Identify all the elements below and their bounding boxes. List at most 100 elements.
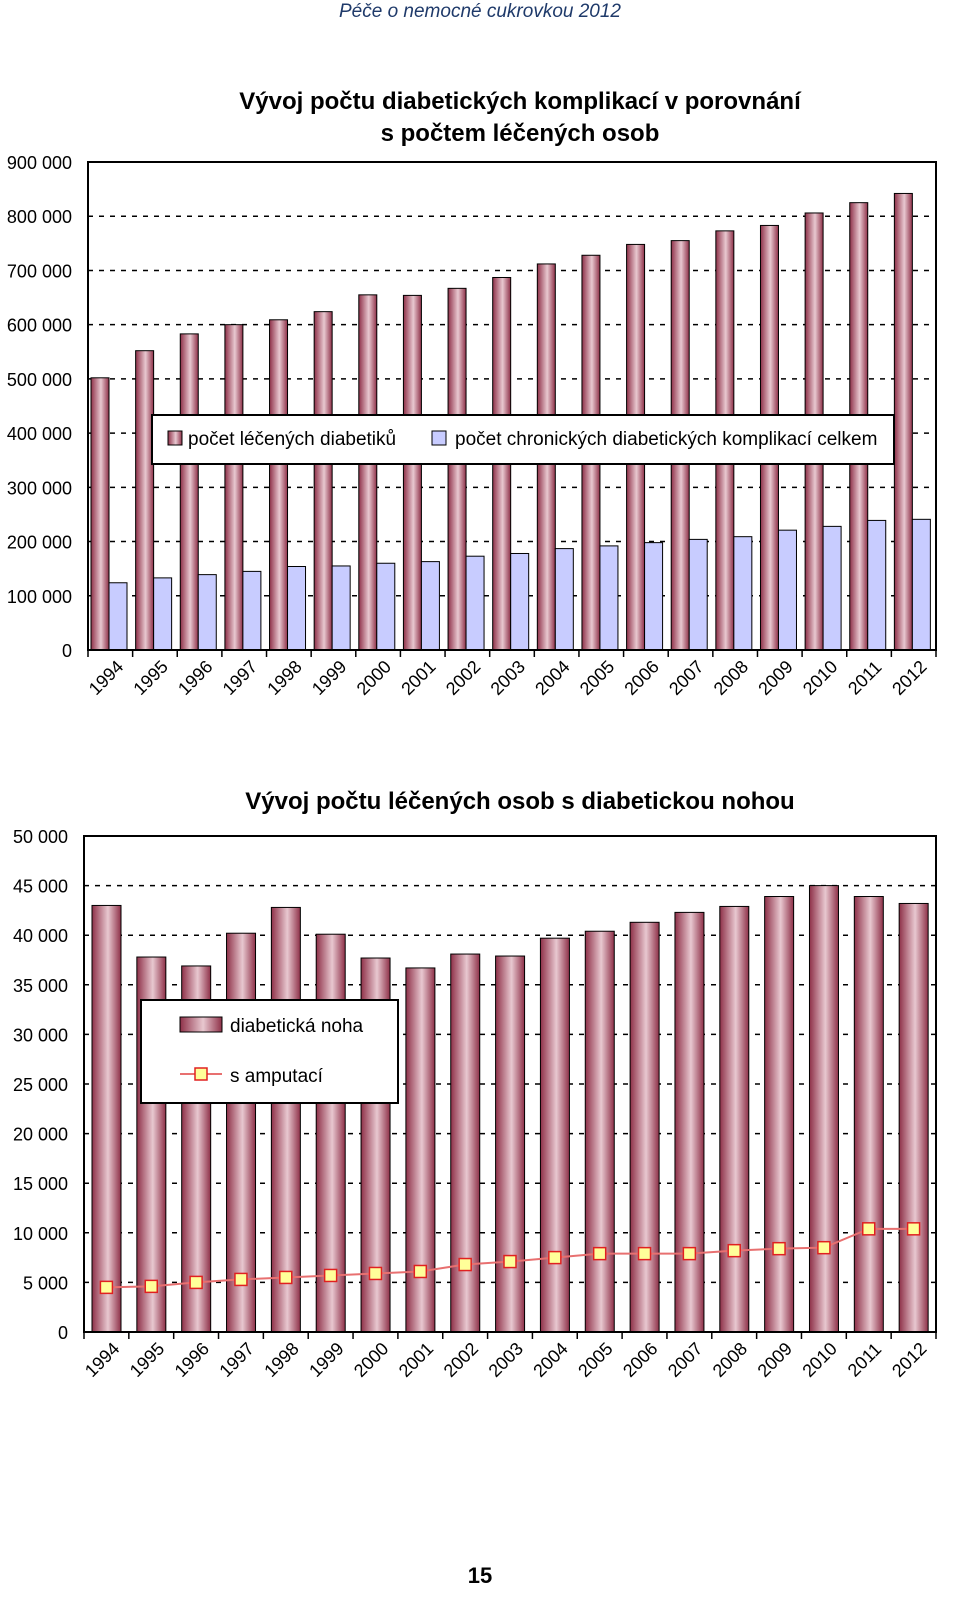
legend-swatch-diabetic-foot: [179, 1016, 223, 1033]
point-amputation-2004: [548, 1250, 562, 1265]
bar-diabetic-foot-2008: [719, 905, 750, 1333]
chart-title-line-2: s počtem léčených osob: [380, 120, 660, 147]
y-tick-label: 30 000: [13, 1025, 68, 1045]
x-tick-label: 1995: [126, 1339, 168, 1381]
x-tick-label: 1999: [305, 1339, 347, 1381]
x-tick-label: 2002: [440, 1339, 482, 1381]
point-amputation-1998: [279, 1270, 293, 1285]
point-amputation-1995: [144, 1279, 159, 1294]
legend-marker-amputation: [194, 1067, 208, 1081]
bar-diabetic-foot-2002: [450, 953, 481, 1333]
y-tick-label: 600 000: [7, 316, 72, 336]
bar-complications-2011: [867, 519, 887, 651]
x-tick-label: 2000: [350, 1339, 392, 1381]
point-amputation-2001: [413, 1264, 428, 1279]
bar-complications-2012: [911, 518, 931, 651]
point-amputation-1994: [99, 1280, 114, 1295]
y-tick-label: 5 000: [23, 1273, 68, 1293]
plot-area: [87, 161, 937, 651]
chart-complications: Vývoj počtu diabetických komplikací v po…: [0, 80, 960, 760]
y-tick-label: 200 000: [7, 533, 72, 553]
legend-swatch-treated: [167, 430, 183, 446]
x-tick-label: 2006: [619, 1339, 661, 1381]
x-tick-label: 2005: [574, 1339, 616, 1381]
x-tick-label: 1997: [219, 657, 261, 699]
x-tick-label: 2005: [576, 657, 618, 699]
x-tick-label: 2002: [442, 657, 484, 699]
legend: diabetická noha s amputací: [140, 999, 399, 1104]
chart-diabetic-foot: Vývoj počtu léčených osob s diabetickou …: [0, 788, 960, 1460]
legend-label-treated: počet léčených diabetiků: [188, 429, 396, 450]
x-tick-label: 2008: [709, 1339, 751, 1381]
y-tick-label: 100 000: [7, 587, 72, 607]
bar-treated-1999: [313, 311, 333, 651]
page-header: Péče o nemocné cukrovkou 2012: [338, 1, 621, 22]
bar-treated-1998: [269, 319, 289, 651]
y-tick-label: 500 000: [7, 370, 72, 390]
x-tick-label: 2007: [664, 1339, 706, 1381]
x-tick-label: 2003: [487, 657, 529, 699]
point-amputation-2009: [772, 1241, 786, 1256]
bar-complications-2009: [777, 529, 797, 651]
bar-diabetic-foot-1998: [270, 906, 301, 1333]
point-amputation-1997: [234, 1272, 248, 1287]
y-tick-label: 10 000: [13, 1224, 68, 1244]
x-tick-label: 2001: [395, 1339, 437, 1381]
bar-diabetic-foot-2004: [539, 937, 570, 1333]
x-tick-label: 1994: [81, 1339, 123, 1381]
plot-area: [83, 835, 937, 1333]
chart-title: Vývoj počtu diabetických komplikací v po…: [80, 86, 960, 150]
bar-complications-2008: [733, 536, 753, 651]
point-amputation-2002: [458, 1257, 472, 1272]
point-amputation-2012: [906, 1222, 921, 1236]
x-tick-label: 1999: [308, 657, 350, 699]
x-tick-label: 2010: [798, 1339, 840, 1381]
y-tick-label: 25 000: [13, 1075, 68, 1095]
bar-treated-2002: [447, 287, 467, 651]
bar-treated-2000: [358, 294, 378, 651]
y-tick-label: 400 000: [7, 424, 72, 444]
bar-complications-2002: [465, 555, 485, 651]
x-tick-label: 2001: [397, 657, 439, 699]
x-tick-label: 2006: [620, 657, 662, 699]
x-tick-label: 2010: [799, 657, 841, 699]
bar-complications-2007: [688, 538, 708, 651]
bar-diabetic-foot-2010: [808, 885, 839, 1333]
point-amputation-2003: [503, 1254, 517, 1269]
bar-diabetic-foot-2006: [629, 921, 660, 1333]
bar-diabetic-foot-2007: [674, 911, 705, 1333]
chart-diabetic-foot-svg: 0 5 000 10 000 15 000 20 000 25 000 30 000 35 0…: [13, 827, 937, 1381]
legend-box: [151, 414, 895, 465]
bar-diabetic-foot-2012: [898, 902, 929, 1333]
bar-diabetic-foot-1994: [91, 904, 122, 1333]
y-tick-label: 35 000: [13, 976, 68, 996]
bar-diabetic-foot-2005: [584, 930, 615, 1333]
point-amputation-2011: [861, 1222, 876, 1236]
bar-diabetic-foot-2011: [853, 896, 884, 1333]
chart-title: Vývoj počtu léčených osob s diabetickou …: [245, 788, 795, 815]
bar-complications-1999: [331, 565, 351, 651]
y-tick-label: 300 000: [7, 478, 72, 498]
legend-swatch-complications: [431, 430, 447, 446]
bar-complications-2003: [510, 552, 530, 651]
bar-diabetic-foot-1997: [226, 932, 257, 1333]
y-tick-label: 700 000: [7, 261, 72, 281]
bar-complications-1994: [108, 582, 128, 651]
x-tick-label: 1994: [85, 657, 127, 699]
x-tick-label: 2004: [529, 1339, 571, 1381]
y-tick-label: 0: [62, 641, 72, 661]
bar-treated-1997: [224, 324, 244, 651]
x-tick-label: 2011: [844, 1339, 886, 1381]
bar-complications-1997: [242, 570, 262, 651]
point-amputation-1999: [323, 1268, 338, 1283]
bar-complications-2000: [376, 562, 396, 651]
y-tick-label: 0: [58, 1323, 68, 1343]
bar-treated-1994: [90, 377, 110, 651]
x-tick-label: 2008: [710, 657, 752, 699]
legend-label-diabetic-foot: diabetická noha: [230, 1016, 364, 1037]
y-tick-label: 45 000: [13, 877, 68, 897]
x-tick-label: 2004: [531, 657, 573, 699]
y-tick-label: 20 000: [13, 1125, 68, 1145]
y-tick-label: 50 000: [13, 827, 68, 847]
x-tick-label: 1998: [260, 1339, 302, 1381]
